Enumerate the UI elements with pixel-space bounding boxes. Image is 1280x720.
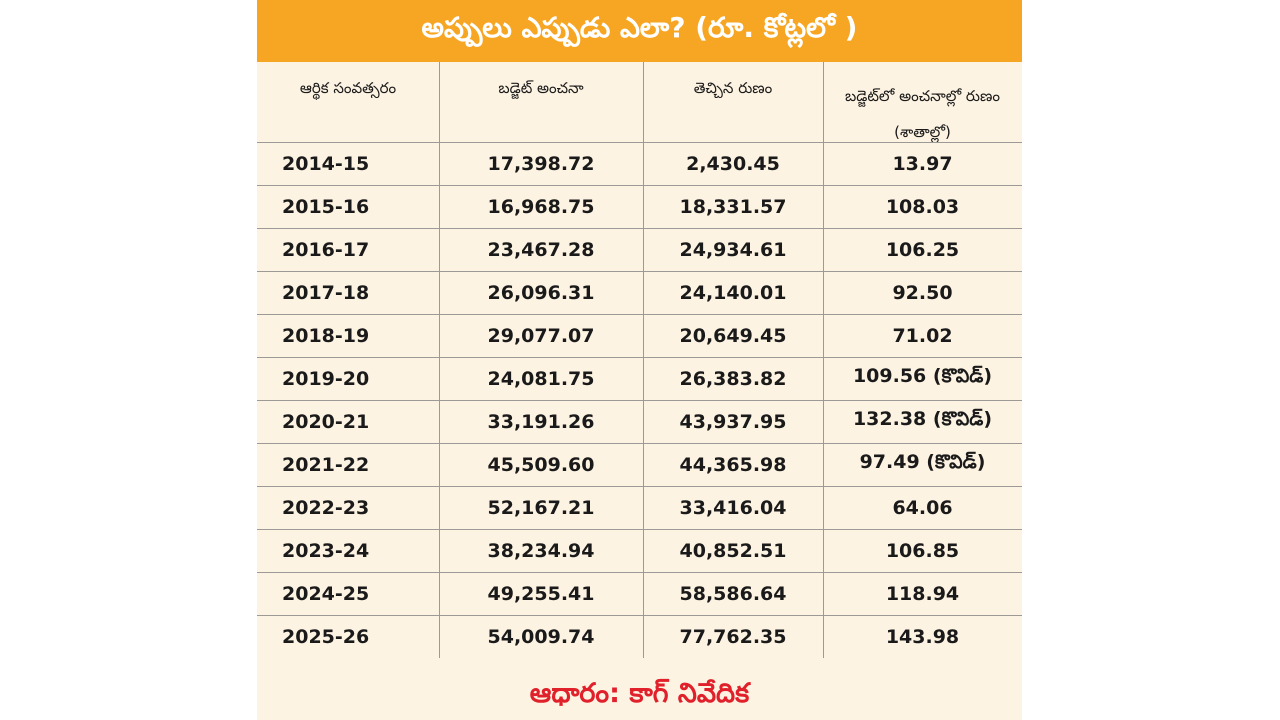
table-cell: 106.85 — [885, 539, 960, 562]
table-cell: 2023-24 — [282, 539, 370, 562]
table-cell: 20,649.45 — [679, 324, 787, 347]
table-cell: 2018-19 — [282, 324, 370, 347]
table-cell: 24,934.61 — [679, 238, 787, 261]
table-cell: 97.49 (కొవిడ్) — [859, 451, 986, 473]
table-cell: 26,096.31 — [487, 281, 595, 304]
table-cell: 132.38 (కొవిడ్) — [852, 408, 993, 430]
row-divider — [257, 357, 1022, 358]
table-cell: 108.03 — [885, 195, 960, 218]
row-divider — [257, 400, 1022, 401]
table-cell: 92.50 — [892, 281, 953, 304]
table-cell: 2019-20 — [282, 367, 370, 390]
table-cell: 38,234.94 — [487, 539, 595, 562]
table-cell: 43,937.95 — [679, 410, 787, 433]
table-cell: 44,365.98 — [679, 453, 787, 476]
column-header: బడ్జెట్ అంచనా — [498, 79, 584, 97]
table-cell: 24,140.01 — [679, 281, 787, 304]
column-divider — [643, 62, 644, 658]
table-cell: 64.06 — [892, 496, 953, 519]
table-cell: 23,467.28 — [487, 238, 595, 261]
table-cell: 2024-25 — [282, 582, 370, 605]
column-header: తెచ్చిన రుణం — [693, 79, 773, 97]
table-cell: 143.98 — [885, 625, 960, 648]
table-cell: 106.25 — [885, 238, 960, 261]
table-cell: 118.94 — [885, 582, 960, 605]
table-cell: 2,430.45 — [686, 152, 780, 175]
table-cell: 54,009.74 — [487, 625, 595, 648]
table-cell: 16,968.75 — [487, 195, 595, 218]
column-header: బడ్జెట్‌లో అంచనాల్లో రుణం (శాతాల్లో) — [844, 87, 1000, 141]
table-cell: 2025-26 — [282, 625, 370, 648]
table-cell: 40,852.51 — [679, 539, 787, 562]
table-cell: 17,398.72 — [487, 152, 595, 175]
table-cell: 2022-23 — [282, 496, 370, 519]
table-cell: 26,383.82 — [679, 367, 787, 390]
table-cell: 18,331.57 — [679, 195, 787, 218]
column-header: ఆర్థిక సంవత్సరం — [299, 79, 397, 97]
table-cell: 52,167.21 — [487, 496, 595, 519]
table-cell: 2014-15 — [282, 152, 370, 175]
table-cell: 77,762.35 — [679, 625, 787, 648]
table-cell: 2016-17 — [282, 238, 370, 261]
table-cell: 29,077.07 — [487, 324, 595, 347]
row-divider — [257, 142, 1022, 143]
row-divider — [257, 486, 1022, 487]
infographic: అప్పులు ఎప్పుడు ఎలా? (రూ. కోట్లలో ) ఆధార… — [257, 0, 1022, 720]
table-cell: 71.02 — [892, 324, 953, 347]
table-cell: 2020-21 — [282, 410, 370, 433]
row-divider — [257, 443, 1022, 444]
column-divider — [823, 62, 824, 658]
table-cell: 13.97 — [892, 152, 953, 175]
table-cell: 2021-22 — [282, 453, 370, 476]
row-divider — [257, 529, 1022, 530]
row-divider — [257, 615, 1022, 616]
table-cell: 24,081.75 — [487, 367, 595, 390]
row-divider — [257, 185, 1022, 186]
table-cell: 2017-18 — [282, 281, 370, 304]
table-cell: 49,255.41 — [487, 582, 595, 605]
table-cell: 33,191.26 — [487, 410, 595, 433]
row-divider — [257, 228, 1022, 229]
table-cell: 2015-16 — [282, 195, 370, 218]
table-cell: 109.56 (కొవిడ్) — [852, 365, 993, 387]
table-cell: 33,416.04 — [679, 496, 787, 519]
source-note: ఆధారం: కాగ్ నివేదిక — [529, 678, 750, 709]
title: అప్పులు ఎప్పుడు ఎలా? (రూ. కోట్లలో ) — [257, 0, 1022, 62]
table-cell: 45,509.60 — [487, 453, 595, 476]
column-divider — [439, 62, 440, 658]
row-divider — [257, 572, 1022, 573]
row-divider — [257, 271, 1022, 272]
row-divider — [257, 314, 1022, 315]
table-cell: 58,586.64 — [679, 582, 787, 605]
